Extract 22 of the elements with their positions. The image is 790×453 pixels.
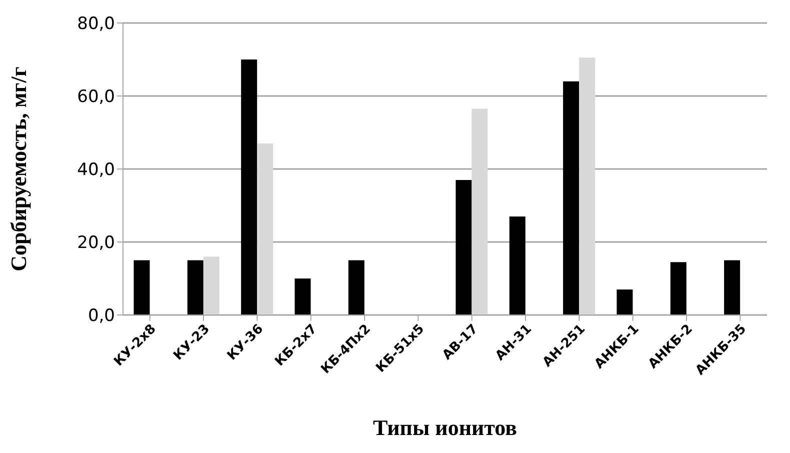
bar — [724, 260, 740, 315]
y-tick-label: 40,0 — [77, 160, 115, 180]
y-tick-label: 80,0 — [77, 14, 115, 34]
x-axis-title: Типы ионитов — [372, 415, 518, 440]
y-tick-label: 60,0 — [77, 87, 115, 108]
bar — [134, 260, 150, 315]
bar — [509, 216, 526, 315]
bar — [563, 81, 580, 315]
y-tick-label: 0,0 — [88, 306, 115, 326]
y-axis-title: Сорбируемость, мг/г — [6, 66, 31, 272]
bar — [187, 260, 204, 315]
bar — [579, 58, 596, 315]
bar — [241, 60, 258, 315]
bar — [456, 180, 472, 315]
bar — [294, 278, 311, 315]
y-tick-label: 20,0 — [77, 233, 115, 254]
bar — [257, 143, 274, 315]
bar — [348, 260, 364, 315]
bar — [670, 262, 686, 315]
bar — [203, 256, 220, 315]
bar — [616, 289, 633, 315]
bar — [472, 108, 488, 315]
